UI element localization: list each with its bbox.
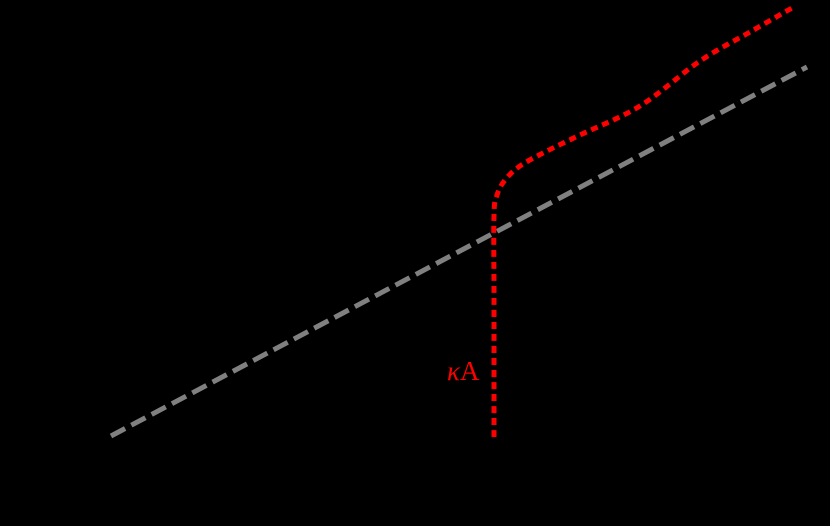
kappa-a-label: κA — [447, 358, 479, 385]
threshold-dotted-curve — [491, 5, 794, 437]
reference-dashed-line — [109, 64, 809, 439]
kappa-symbol: κ — [447, 356, 460, 386]
label-a: A — [459, 356, 480, 386]
